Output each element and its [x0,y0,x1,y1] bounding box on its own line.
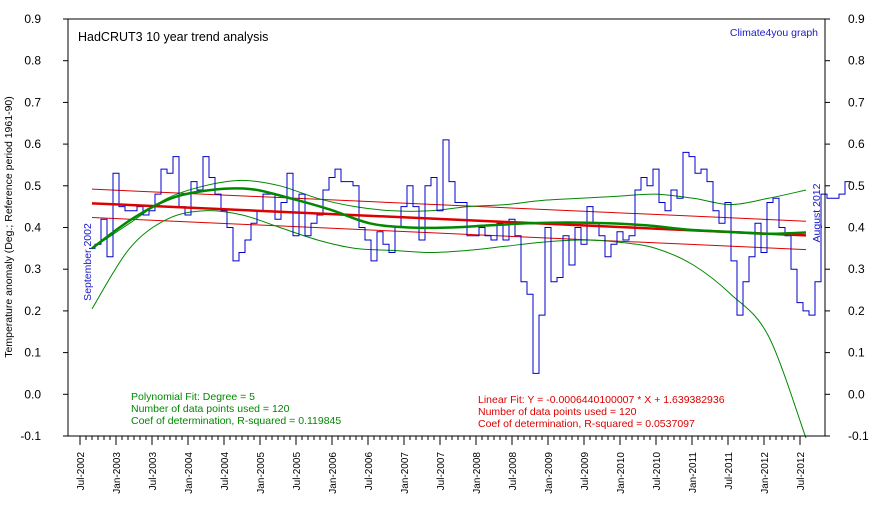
x-tick-label: Jul-2012 [796,452,807,491]
x-tick-label: Jul-2008 [508,452,519,491]
poly-fit-line-3: Coef of determination, R-squared = 0.119… [131,415,341,427]
y-tick-label-left: 0.1 [24,346,41,360]
x-tick-label: Jan-2007 [400,452,411,494]
poly-fit-annotation: Polynomial Fit: Degree = 5 Number of dat… [131,391,341,427]
linear-fit-line-3: Coef of determination, R-squared = 0.053… [478,418,695,430]
plot-frame [67,18,826,437]
y-axis-label: Temperature anomaly (Deg.; Reference per… [3,96,15,357]
x-tick-label: Jan-2010 [616,452,627,494]
data-lines [89,139,851,374]
y-tick-label-right: 0.0 [848,387,865,401]
y-tick-label-left: 0.9 [24,12,41,26]
y-tick-label-right: 0.7 [848,95,865,109]
y-tick-label-left: 0.3 [24,262,41,276]
x-tick-label: Jul-2004 [220,452,231,491]
x-tick-label: Jul-2006 [364,452,375,491]
y-tick-label-right: 0.8 [848,54,865,68]
end-date-label: August 2012 [811,183,823,242]
chart-title: HadCRUT3 10 year trend analysis [78,30,268,44]
y-tick-label-right: 0.4 [848,221,865,235]
linear-fit-annotation: Linear Fit: Y = -0.0006440100007 * X + 1… [478,394,725,430]
x-tick-label: Jul-2002 [76,452,87,491]
x-tick-label: Jan-2011 [688,452,699,493]
axes: 0.9 0.9 0.8 0.8 0.7 0.7 0.6 0.6 0.5 0.5 0.4 0.4 0.3 0… [20,12,869,494]
start-date-label: September 2002 [82,223,94,301]
poly-fit-upper-band [91,179,807,249]
x-tick-label: Jan-2008 [472,452,483,494]
x-tick-label: Jul-2009 [580,452,591,491]
monthly-temperature-series [89,139,851,374]
linear-fit-upper-band [91,188,807,222]
y-tick-label-right: 0.5 [848,179,865,193]
y-tick-label-left: 0.7 [24,95,41,109]
y-tick-label-left: 0.0 [24,387,41,401]
y-tick-label-left: 0.4 [24,221,41,235]
x-tick-label: Jan-2006 [328,452,339,494]
x-tick-label: Jul-2005 [292,452,303,491]
x-tick-label: Jul-2003 [148,452,159,491]
credit-label: Climate4you graph [730,27,818,39]
x-tick-label: Jan-2012 [760,452,771,494]
y-tick-label-right: 0.1 [848,346,865,360]
y-tick-label-left: 0.2 [24,304,41,318]
x-tick-label: Jul-2010 [652,452,663,491]
y-tick-label-left: -0.1 [20,429,41,443]
linear-fit-line-2: Number of data points used = 120 [478,406,637,418]
y-tick-label-right: 0.2 [848,304,865,318]
y-tick-label-right: 0.9 [848,12,865,26]
y-tick-label-right: -0.1 [848,429,869,443]
x-tick-label: Jan-2004 [184,452,195,494]
polynomial-fit-line [91,187,807,250]
poly-fit-line-2: Number of data points used = 120 [131,403,290,415]
fit-lines [91,179,807,439]
y-tick-label-left: 0.8 [24,54,41,68]
y-tick-label-left: 0.6 [24,137,41,151]
y-tick-label-left: 0.5 [24,179,41,193]
poly-fit-lower-band [91,210,807,439]
linear-fit-lower-band [91,216,807,251]
x-tick-label: Jul-2011 [724,452,735,490]
linear-fit-line-1: Linear Fit: Y = -0.0006440100007 * X + 1… [478,394,725,406]
x-tick-label: Jan-2003 [112,452,123,494]
poly-fit-line-1: Polynomial Fit: Degree = 5 [131,391,255,403]
x-tick-label: Jan-2009 [544,452,555,494]
y-tick-label-right: 0.6 [848,137,865,151]
x-tick-label: Jan-2005 [256,452,267,494]
y-tick-label-right: 0.3 [848,262,865,276]
x-tick-label: Jul-2007 [436,452,447,491]
